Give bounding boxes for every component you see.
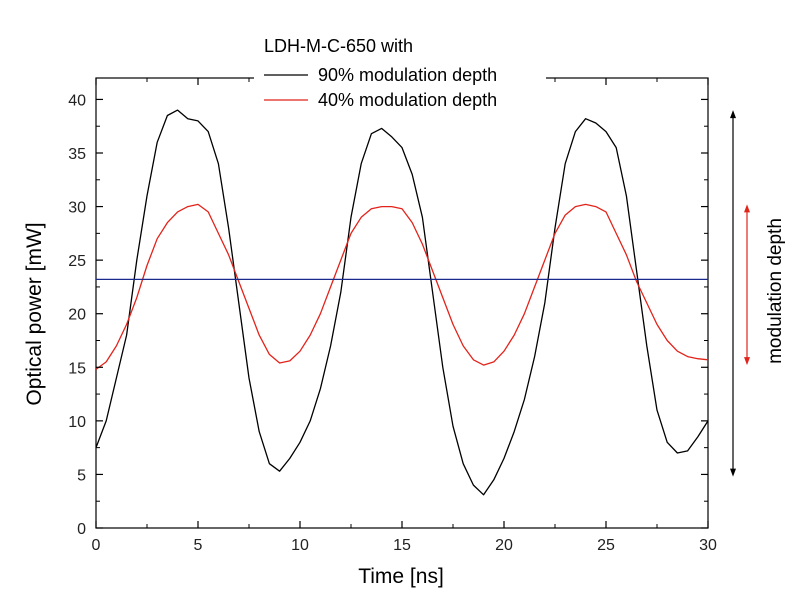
x-tick-label: 20: [495, 537, 513, 554]
x-tick-label: 15: [393, 537, 411, 554]
y-tick-label: 10: [68, 414, 86, 431]
y-tick-label: 25: [68, 253, 86, 270]
modulation-depth-label: modulation depth: [765, 218, 786, 364]
y-tick-label: 0: [77, 521, 86, 538]
y-tick-label: 40: [68, 92, 86, 109]
annotation-layer: [730, 110, 750, 477]
series-line-40-modulation-depth: [95, 203, 709, 370]
legend-entry-90: 90% modulation depth: [318, 65, 497, 85]
legend-box: [254, 29, 546, 119]
plot-border: [95, 77, 709, 529]
y-axis-title: Optical power [mW]: [23, 222, 46, 405]
legend-entry-40: 40% modulation depth: [318, 90, 497, 110]
y-tick-label: 30: [68, 200, 86, 217]
ticks-layer: 0 5 10 15 20 25 30 0 5 10 15 20 25 30 35 40: [68, 78, 717, 554]
y-tick-label: 15: [68, 360, 86, 377]
y-tick-label: 5: [77, 467, 86, 484]
y-tick-label: 20: [68, 307, 86, 324]
plot-frame: [95, 77, 709, 529]
x-tick-label: 10: [291, 537, 309, 554]
y-tick-label: 35: [68, 146, 86, 163]
x-axis-title: Time [ns]: [358, 565, 444, 588]
modulation-depth-arrow: [730, 110, 736, 477]
x-tick-label: 25: [597, 537, 615, 554]
x-tick-label: 0: [92, 537, 101, 554]
legend: LDH-M-C-650 with 90% modulation depth 40…: [254, 29, 546, 119]
x-tick-label: 30: [699, 537, 717, 554]
modulation-depth-arrow: [744, 204, 750, 366]
x-tick-label: 5: [194, 537, 203, 554]
series-line-90-modulation-depth: [95, 109, 709, 496]
legend-title: LDH-M-C-650 with: [264, 36, 413, 56]
series-layer: [95, 109, 709, 496]
